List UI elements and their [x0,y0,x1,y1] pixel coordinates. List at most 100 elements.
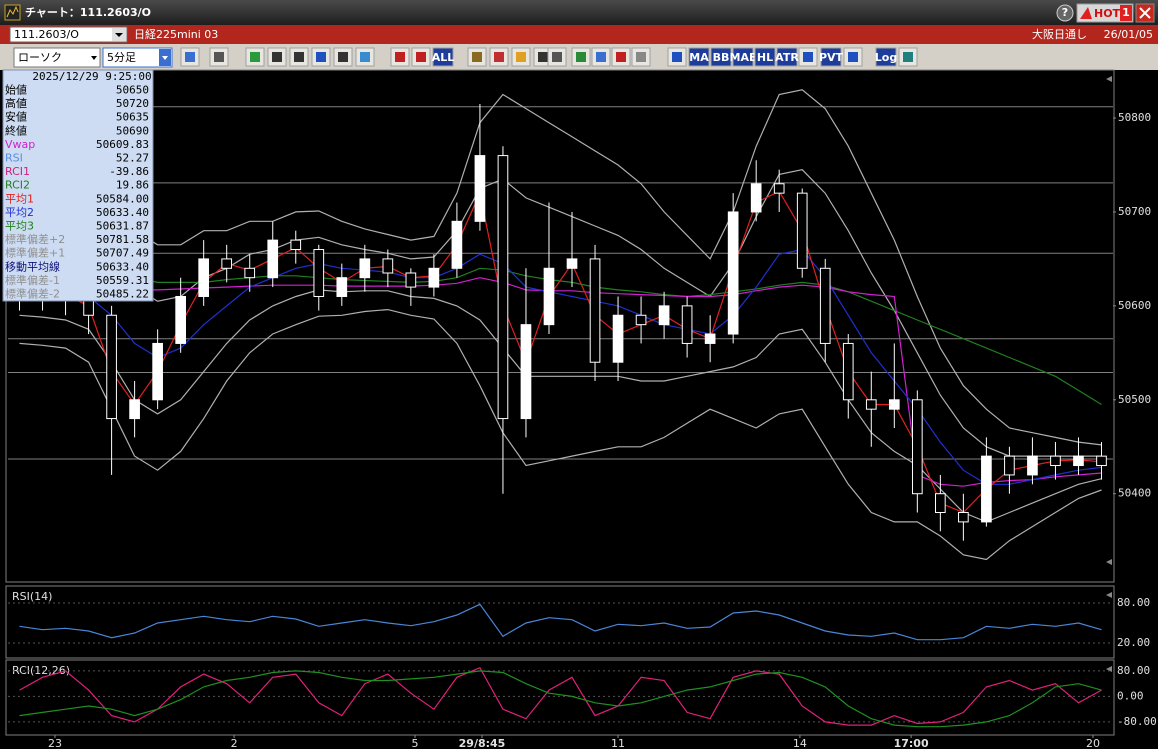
button-glyph [803,52,813,62]
button-glyph [338,52,348,62]
info-value: 50609.83 [96,138,149,151]
toolbar-button-label: HL [757,51,773,64]
window-title: チャート：111.2603/O [25,6,151,19]
candle-body [750,183,762,213]
toolbar-button[interactable] [776,47,798,67]
panel-frame [5,585,1115,659]
toolbar-button-label: Log [875,51,897,64]
y-tick-label: 50400 [1118,487,1151,500]
candle-body [1027,455,1038,476]
button-glyph [494,52,504,62]
title-bar [0,0,1158,25]
chart-style: ローソク [18,51,62,64]
toolbar-button[interactable] [710,47,732,67]
hot-label: HOT [1094,7,1121,20]
x-tick-label: 29/8:45 [459,737,506,749]
candle-body [635,314,647,326]
toolbar-button[interactable] [875,47,897,67]
info-label: 平均3 [5,220,34,233]
dropdown-arrow [162,56,168,60]
help-label: ? [1062,6,1068,19]
candle-body [497,155,509,420]
y-tick-label: 80.00 [1117,596,1150,609]
toolbar-button[interactable] [432,47,454,67]
button-glyph [250,52,260,62]
toolbar-button[interactable] [820,47,842,67]
candle-body [1004,455,1015,476]
candle-body [129,399,140,420]
candle-body [106,314,117,420]
x-tick-label: 11 [611,737,625,749]
y-tick-label: 80.00 [1117,664,1150,677]
y-tick-label: 50600 [1118,299,1151,312]
info-value: 50781.58 [96,233,149,246]
candle-body [796,192,808,269]
panel-title: RCI(12,26) [12,664,70,677]
info-label: 標準偏差+1 [5,246,65,260]
candle-body [589,258,601,363]
info-background [2,69,154,302]
toolbar-button[interactable] [754,47,776,67]
indicator-line [19,308,1102,561]
info-label: 安値 [5,110,27,124]
app-icon-glyph [6,5,19,18]
symbol-code: 111.2603/O [14,28,79,41]
button-glyph [360,52,370,62]
candle-body [198,258,210,297]
y-tick-label: 50700 [1118,205,1151,218]
toolbar-button-label: MAE [730,51,757,64]
button-glyph [516,52,526,62]
button-glyph [272,52,282,62]
info-value: 50690 [116,124,149,137]
toolbar-button-label: ALL [432,51,455,64]
candle-body [244,267,256,279]
candle-body [1050,455,1061,467]
button-glyph [552,52,562,62]
candle-body [336,277,348,297]
y-tick-label: -80.00 [1117,715,1157,728]
candle-body [842,342,854,401]
button-glyph [316,52,326,62]
chart-style-select[interactable] [13,47,101,68]
info-value: -39.86 [109,165,149,178]
y-tick-label: 50800 [1118,111,1151,124]
symbol-input[interactable] [9,26,128,43]
scroll-marker [1106,76,1112,82]
hot-icon [1080,7,1092,19]
info-value: 50631.87 [96,220,149,233]
panel-frame [5,659,1115,736]
candle-body [405,272,417,288]
candle-body [474,155,486,222]
scroll-marker [1106,559,1112,565]
panel-title: RSI(14) [12,590,52,603]
button-glyph [395,52,405,62]
indicator-line [19,670,1102,728]
panel-frame [5,69,1115,583]
button-glyph [214,52,224,62]
candle-body [221,258,233,269]
candle-body [520,324,532,420]
candle-body [773,183,785,194]
info-label: 平均2 [5,206,34,219]
x-tick-label: 23 [48,737,62,749]
candle-body [704,333,716,344]
help-button[interactable] [1056,4,1074,22]
candle-body [267,239,279,279]
candle-body [981,455,992,523]
candle-body [543,267,555,326]
toolbar-button[interactable] [688,47,710,67]
x-tick-label: 2 [231,737,238,749]
candle-body [681,305,693,344]
candle-body [958,511,969,523]
toolbar-button[interactable] [732,47,754,67]
button-glyph [185,52,195,62]
candle-body [290,239,302,251]
hot-number-bg [1120,5,1132,21]
interval-select[interactable] [102,47,173,68]
button-glyph [636,52,646,62]
toolbar-icons: ALL MA BB MAE HL ATR PVT Log [180,47,918,67]
candle-body [152,342,163,401]
toolbar-button-label: PVT [819,51,844,64]
info-label: RCI2 [5,179,30,192]
